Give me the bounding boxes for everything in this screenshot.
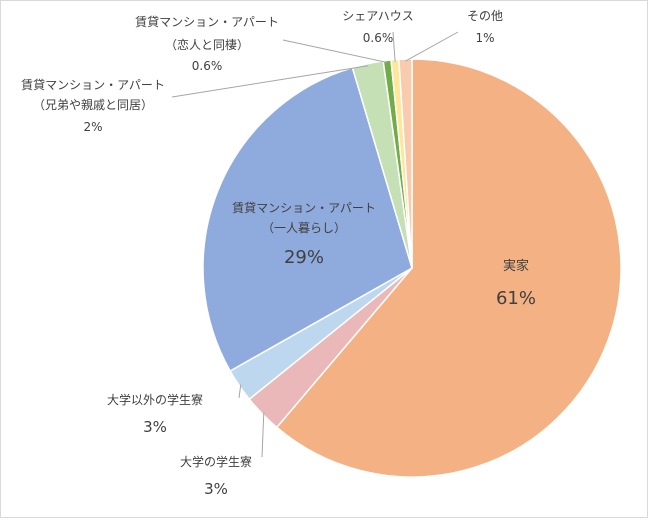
slice-label-other-dorm: 大学以外の学生寮 [107, 392, 203, 407]
slice-value-university-dorm: 3% [204, 480, 228, 498]
pie-slice-0 [275, 58, 622, 478]
slice-value-living-alone: 29% [284, 247, 324, 268]
slice-value-other-dorm: 3% [143, 418, 167, 436]
slice-label-living-alone-line1: 賃貸マンション・アパート [232, 200, 376, 215]
slice-label-university-dorm: 大学の学生寮 [180, 454, 252, 469]
slice-label-with-family-line2: （兄弟や親戚と同居） [33, 98, 153, 112]
leader-line-5 [282, 39, 388, 63]
leader-line-6 [392, 31, 396, 62]
pie-slices [202, 58, 622, 478]
slice-value-share-house: 0.6% [363, 31, 394, 45]
slice-value-with-partner: 0.6% [192, 59, 223, 73]
leader-lines [171, 31, 459, 458]
slice-label-with-partner-line2: （恋人と同棲） [165, 37, 249, 52]
slice-label-with-family-line1: 賃貸マンション・アパート [21, 77, 165, 92]
slice-label-share-house: シェアハウス [342, 9, 414, 23]
slice-value-other: 1% [475, 31, 494, 45]
slice-label-living-alone-line2: （一人暮らし） [262, 221, 346, 235]
slice-label-jikka: 実家 [503, 258, 529, 274]
pie-slice-7 [398, 58, 413, 269]
leader-line-2 [238, 384, 242, 399]
pie-slice-3 [202, 66, 413, 373]
leader-line-1 [261, 412, 265, 458]
leader-line-7 [405, 31, 459, 62]
slice-label-other: その他 [467, 9, 503, 23]
slice-value-jikka: 61% [496, 288, 536, 309]
leader-line-4 [171, 65, 369, 98]
slice-label-with-partner-line1: 賃貸マンション・アパート [135, 14, 279, 29]
slice-value-with-family: 2% [83, 120, 102, 134]
